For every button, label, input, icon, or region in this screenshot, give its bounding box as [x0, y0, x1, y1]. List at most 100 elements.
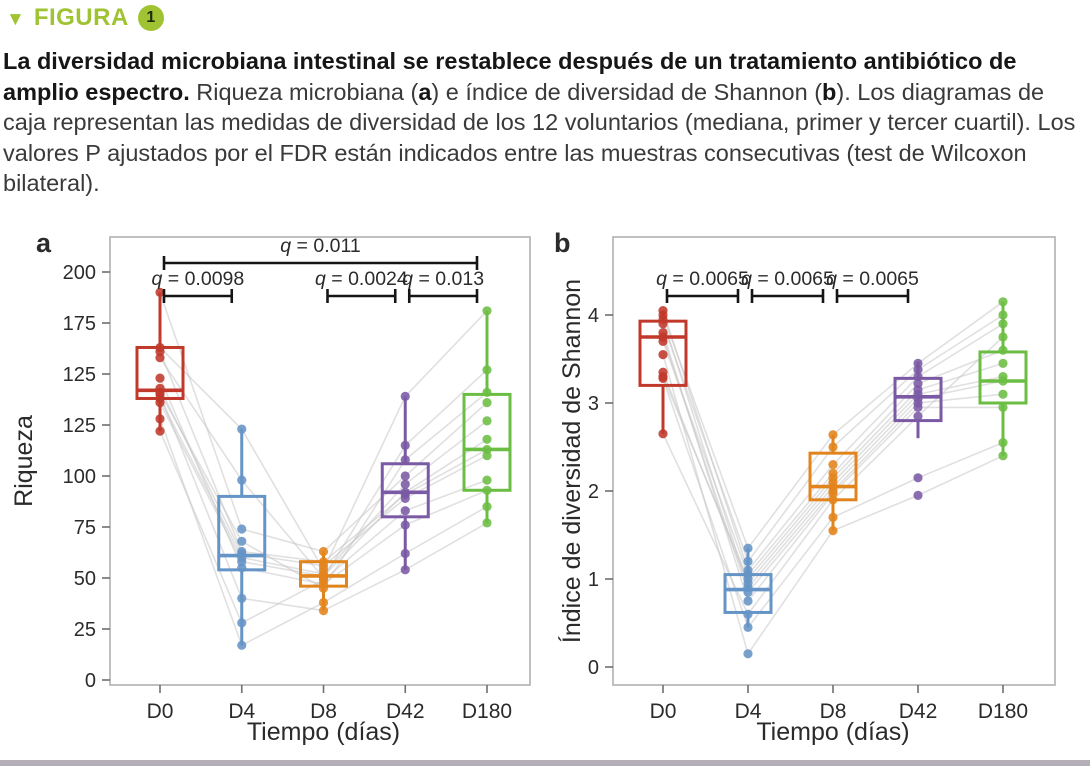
- x-axis-ticks: D0 D4 D8 D42 D180: [147, 685, 512, 723]
- data-point: [828, 460, 838, 470]
- y-tick-label: 175: [63, 313, 96, 335]
- data-point: [913, 372, 923, 382]
- q-value-label: q = 0.0098: [152, 268, 245, 290]
- data-point: [998, 297, 1008, 307]
- y-tick-label: 100: [63, 466, 96, 488]
- data-point: [237, 640, 247, 650]
- q-value-label: q = 0.011: [280, 235, 360, 257]
- data-point: [155, 287, 165, 297]
- data-point: [743, 622, 753, 633]
- y-tick-label: 75: [74, 517, 96, 539]
- volunteer-line: [662, 341, 1004, 577]
- data-point: [913, 473, 923, 483]
- data-point: [318, 583, 329, 593]
- data-point: [743, 574, 753, 584]
- figure-header: ▼ FIGURA 1: [6, 4, 164, 32]
- y-axis-title: Riqueza: [10, 415, 38, 507]
- data-points: [658, 297, 1008, 659]
- y-tick-label: 0: [85, 670, 96, 692]
- data-point: [658, 336, 668, 346]
- data-point: [482, 502, 492, 512]
- bottom-divider: [0, 760, 1090, 766]
- data-point: [743, 596, 753, 606]
- data-point: [482, 416, 492, 426]
- y-tick-label: 125: [63, 415, 96, 437]
- figure-number-badge: 1: [137, 5, 164, 31]
- data-point: [998, 389, 1008, 399]
- data-point: [237, 524, 247, 534]
- x-tick-label: D42: [386, 700, 425, 723]
- plot-border: [612, 236, 1056, 686]
- data-point: [913, 365, 923, 375]
- data-point: [237, 618, 247, 628]
- significance-bracket: q = 0.0098: [152, 268, 245, 303]
- data-point: [318, 575, 329, 585]
- data-point: [658, 429, 668, 439]
- data-point: [998, 332, 1008, 342]
- caption-bold-text: b: [822, 78, 837, 105]
- data-point: [913, 385, 923, 395]
- data-point: [400, 520, 410, 530]
- data-point: [828, 430, 838, 440]
- x-tick-label: D8: [820, 700, 847, 723]
- data-point: [828, 526, 838, 536]
- data-point: [400, 487, 410, 497]
- q-value-label: q = 0.0065: [656, 268, 749, 290]
- data-point: [658, 319, 668, 329]
- y-axis-ticks: 200 175 125 125 100 75 50 25 0: [63, 262, 110, 692]
- significance-bracket: q = 0.0024: [315, 268, 408, 303]
- caption-text: ) e índice de diversidad de Shannon (: [431, 78, 823, 105]
- data-point: [482, 365, 492, 375]
- caption-text: ). Los diagramas de caja representan las…: [3, 78, 1076, 197]
- data-point: [482, 398, 492, 408]
- data-point: [400, 391, 410, 401]
- data-point: [155, 398, 165, 408]
- y-axis-title: Índice de diversidad de Shannon: [557, 279, 586, 643]
- data-point: [400, 565, 410, 575]
- x-axis-ticks: D0 D4 D8 D42 D180: [650, 685, 1028, 723]
- data-point: [998, 345, 1008, 355]
- data-point: [998, 310, 1008, 320]
- data-point: [482, 518, 492, 528]
- y-axis-ticks: 4 3 2 1 0: [588, 305, 613, 679]
- data-point: [998, 358, 1008, 368]
- x-axis-title: Tiempo (días): [756, 718, 909, 746]
- x-axis-title: Tiempo (días): [247, 718, 400, 746]
- data-point: [318, 606, 329, 616]
- data-point: [743, 609, 753, 619]
- plot-border: [109, 236, 531, 686]
- data-point: [743, 649, 753, 659]
- x-tick-label: D4: [735, 700, 762, 723]
- q-value-label: q = 0.0065: [741, 268, 834, 290]
- data-point: [400, 479, 410, 489]
- data-point: [482, 451, 492, 461]
- data-points: [155, 287, 492, 650]
- figure-caption: La diversidad microbiana intestinal se r…: [3, 46, 1089, 199]
- data-point: [400, 440, 410, 450]
- data-point: [400, 455, 410, 465]
- x-tick-label: D0: [650, 700, 677, 723]
- data-point: [913, 411, 923, 421]
- data-point: [828, 486, 838, 496]
- figure-label: FIGURA: [33, 4, 129, 31]
- significance-bracket: q = 0.0065: [826, 268, 919, 303]
- data-point: [318, 597, 329, 608]
- panel-letter: a: [36, 228, 52, 258]
- data-point: [482, 485, 492, 495]
- data-point: [482, 434, 492, 444]
- x-tick-label: D8: [310, 700, 337, 723]
- significance-bracket: q = 0.0065: [656, 268, 749, 303]
- significance-bracket: q = 0.0065: [741, 268, 834, 303]
- data-point: [400, 471, 410, 481]
- data-point: [155, 373, 165, 383]
- data-point: [913, 490, 923, 500]
- data-point: [998, 451, 1008, 461]
- data-point: [237, 557, 247, 567]
- data-point: [743, 543, 753, 553]
- data-point: [743, 587, 753, 597]
- y-tick-label: 1: [588, 569, 599, 591]
- panel-letter: b: [554, 228, 571, 258]
